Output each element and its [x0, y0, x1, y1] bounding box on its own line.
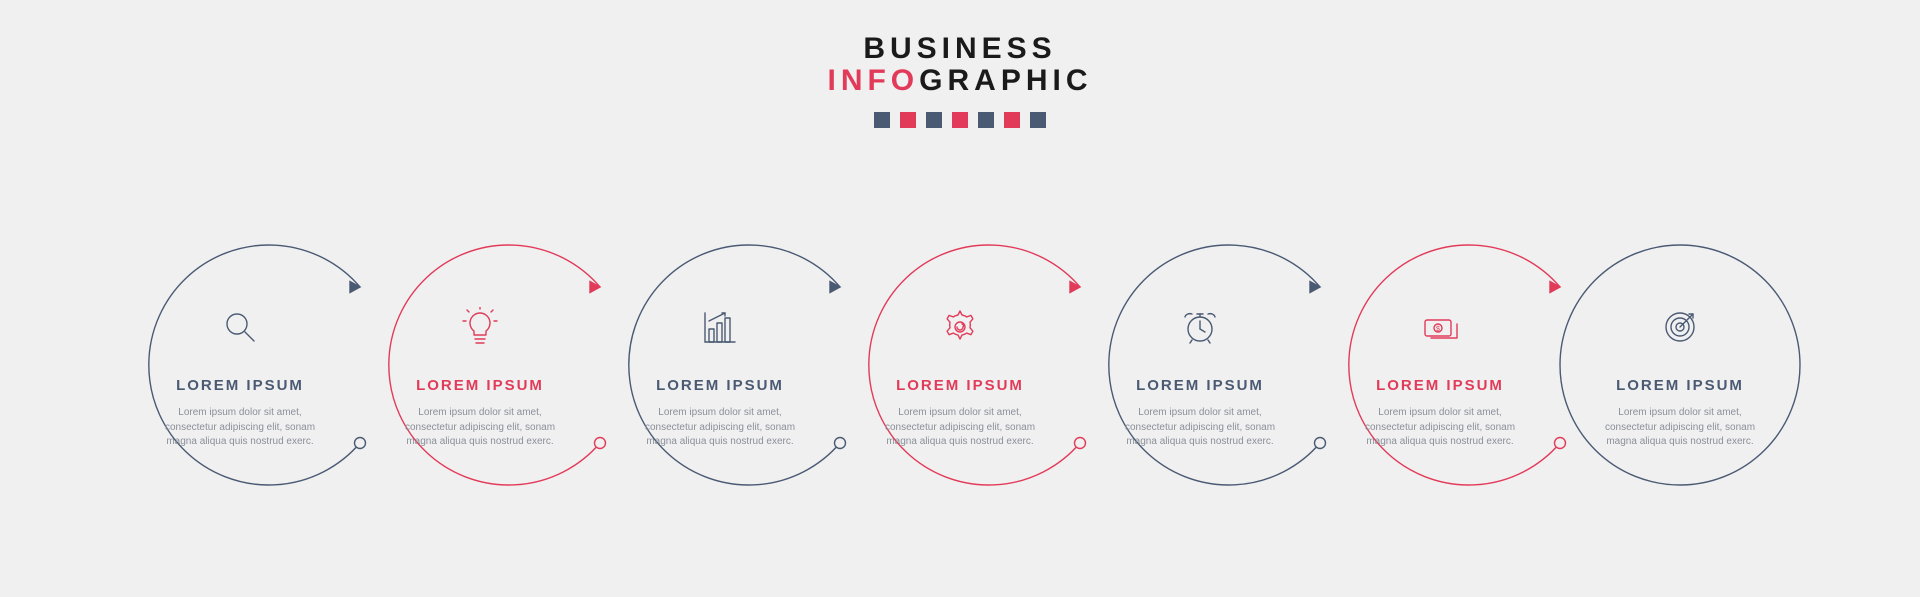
step-title: LOREM IPSUM [840, 377, 1080, 394]
step: LOREM IPSUM Lorem ipsum dolor sit amet, c… [120, 245, 360, 485]
decor-square [978, 112, 994, 128]
barchart-icon [600, 303, 840, 351]
target-icon [1560, 303, 1800, 351]
step-title: LOREM IPSUM [1320, 377, 1560, 394]
decor-square [926, 112, 942, 128]
decor-square [952, 112, 968, 128]
step: LOREM IPSUM Lorem ipsum dolor sit amet, c… [600, 245, 840, 485]
step-body: Lorem ipsum dolor sit amet, consectetur … [875, 406, 1045, 450]
title-line-2: INFOGRAPHIC [0, 64, 1920, 98]
step: LOREM IPSUM Lorem ipsum dolor sit amet, c… [1080, 245, 1320, 485]
step-title: LOREM IPSUM [120, 377, 360, 394]
title-rest: GRAPHIC [919, 64, 1092, 97]
step-title: LOREM IPSUM [1560, 377, 1800, 394]
header: BUSINESS INFOGRAPHIC [0, 32, 1920, 128]
step-title: LOREM IPSUM [360, 377, 600, 394]
step: LOREM IPSUM Lorem ipsum dolor sit amet, c… [1560, 245, 1800, 485]
step-body: Lorem ipsum dolor sit amet, consectetur … [1595, 406, 1765, 450]
step: LOREM IPSUM Lorem ipsum dolor sit amet, c… [360, 245, 600, 485]
step-body: Lorem ipsum dolor sit amet, consectetur … [635, 406, 805, 450]
step-body: Lorem ipsum dolor sit amet, consectetur … [155, 406, 325, 450]
step-title: LOREM IPSUM [1080, 377, 1320, 394]
magnifier-icon [120, 303, 360, 351]
title-accent: INFO [827, 64, 919, 97]
step-body: Lorem ipsum dolor sit amet, consectetur … [1115, 406, 1285, 450]
decor-square [1004, 112, 1020, 128]
money-icon: $ [1320, 303, 1560, 351]
decor-square [874, 112, 890, 128]
decor-square [1030, 112, 1046, 128]
title-line-1: BUSINESS [0, 32, 1920, 66]
decor-squares [0, 112, 1920, 128]
decor-square [900, 112, 916, 128]
step-body: Lorem ipsum dolor sit amet, consectetur … [395, 406, 565, 450]
step-title: LOREM IPSUM [600, 377, 840, 394]
svg-text:$: $ [1436, 326, 1440, 333]
clock-icon [1080, 303, 1320, 351]
gear-icon [840, 303, 1080, 351]
lightbulb-icon [360, 303, 600, 351]
step: $ LOREM IPSUM Lorem ipsum dolor sit amet,… [1320, 245, 1560, 485]
step: LOREM IPSUM Lorem ipsum dolor sit amet, c… [840, 245, 1080, 485]
step-body: Lorem ipsum dolor sit amet, consectetur … [1355, 406, 1525, 450]
